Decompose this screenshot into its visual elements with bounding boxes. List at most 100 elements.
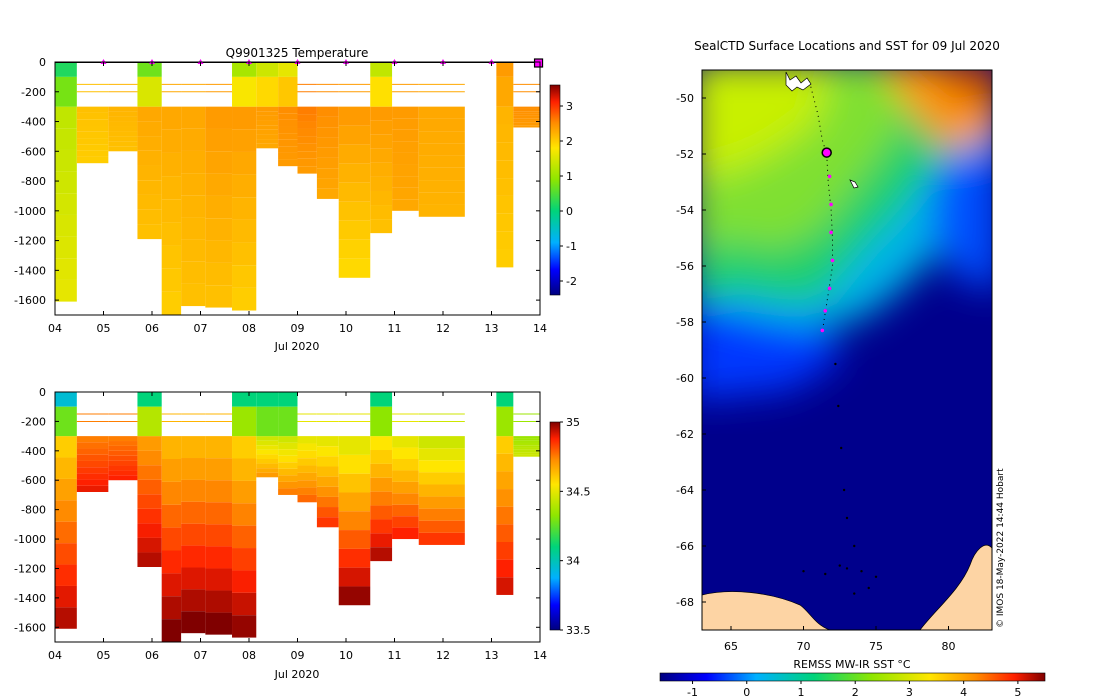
profile-cell [232, 503, 257, 526]
transition-cell [137, 406, 162, 437]
profile-cell [297, 166, 317, 174]
profile-cell [55, 543, 77, 565]
profile-cell [137, 523, 162, 538]
profile-cell [297, 128, 317, 137]
track-line [810, 86, 833, 334]
profile-cell [232, 458, 257, 481]
x-tick-label: 04 [48, 649, 62, 662]
profile-cell [256, 468, 279, 473]
credit-text: © IMOS 18-May-2022 14:44 Hobart [996, 468, 1006, 628]
profile-cell [55, 500, 77, 522]
profile-cell [181, 239, 206, 262]
surface-cell [256, 392, 279, 407]
profile-cell [392, 106, 419, 119]
surface-location [823, 309, 828, 313]
profile-cell [161, 152, 182, 177]
profile-cell [76, 144, 109, 151]
sst-field [702, 70, 992, 630]
surface-markers [55, 58, 544, 68]
map-y-tick-label: -62 [676, 428, 694, 441]
profile-cell [108, 126, 138, 132]
profile-cell [181, 283, 206, 307]
profile-cell [278, 126, 298, 134]
profile-cell [55, 521, 77, 544]
profile-cell [392, 527, 419, 540]
profile-cell [496, 160, 514, 179]
profile-cell [278, 119, 298, 127]
profile-cell [418, 143, 465, 156]
profile-cell [418, 180, 465, 193]
profile-cell [316, 466, 339, 477]
profile-cell [108, 116, 138, 122]
colorbar-tick-label: 33.5 [566, 624, 591, 637]
surface-cell [278, 62, 298, 77]
profile-cell [278, 455, 298, 463]
profile-cell [55, 106, 77, 129]
profile-cell [496, 471, 514, 490]
y-tick-label: -1200 [14, 562, 46, 575]
profile-cell [76, 479, 109, 486]
profile-cell [76, 125, 109, 132]
profile-cell [232, 219, 257, 243]
profile-cell [76, 131, 109, 139]
profile-cell [137, 479, 162, 495]
profile-cell [338, 492, 371, 512]
profile-cell [513, 120, 540, 123]
profile-cell [370, 190, 393, 206]
profile-cell [370, 450, 393, 464]
colorbar-tick-label: -1 [566, 240, 577, 253]
temperature-x-axis: 04 05 06 07 08 09 10 11 12 13 14 [48, 62, 547, 335]
profile-cell [316, 436, 339, 447]
profile-cell [496, 231, 514, 250]
profile-cell [76, 150, 109, 157]
colorbar-tick-label: 2 [566, 135, 573, 148]
surface-cell [370, 392, 393, 407]
profile-cell [278, 488, 298, 495]
profile-cell [297, 465, 317, 473]
sst-colorbar-tick-label: 2 [852, 686, 859, 699]
sst-colorbar-tick-label: 4 [960, 686, 967, 699]
kerguelen-island [785, 71, 812, 92]
profile-cell [278, 133, 298, 140]
profile-cell [338, 163, 371, 183]
profile-cell [370, 463, 393, 478]
profile-column-6 [205, 413, 233, 635]
profile-cell [513, 438, 540, 441]
profile-cell [370, 547, 393, 562]
profile-cell [496, 195, 514, 214]
profile-cell [161, 291, 182, 315]
profile-column-10 [297, 413, 317, 503]
transition-cell [370, 76, 393, 107]
track-dot [824, 572, 827, 576]
salinity-xlabel: Jul 2020 [274, 668, 320, 681]
antarctic-land-west [702, 591, 831, 630]
sst-map-panel: SealCTD Surface Locations and SST for 09… [659, 39, 1046, 699]
profile-cell [256, 445, 279, 450]
profile-cell [278, 146, 298, 153]
profile-cell [418, 167, 465, 181]
profile-cell [76, 119, 109, 126]
track-dot [842, 488, 846, 492]
x-tick-label: 13 [485, 322, 499, 335]
surface-cell [256, 62, 279, 77]
colorbar-tick-label: 34 [566, 555, 580, 568]
profile-cell [137, 465, 162, 480]
profile-cell [338, 586, 371, 606]
profile-column-11 [316, 83, 339, 199]
profile-cell [232, 615, 257, 638]
track-dot [853, 592, 856, 595]
profile-cell [392, 164, 419, 177]
profile-cell [55, 279, 77, 302]
y-tick-label: -1400 [14, 592, 46, 605]
transition-cell [278, 406, 298, 437]
profile-cell [496, 577, 514, 595]
profile-cell [181, 436, 206, 459]
profile-cell [297, 450, 317, 459]
profile-cell [297, 458, 317, 466]
x-tick-label: 14 [533, 322, 547, 335]
profile-column-3 [137, 392, 162, 567]
profile-cell [55, 128, 77, 150]
map-y-tick-label: -68 [676, 596, 694, 609]
profile-cell [278, 106, 298, 114]
profile-cell [108, 465, 138, 471]
